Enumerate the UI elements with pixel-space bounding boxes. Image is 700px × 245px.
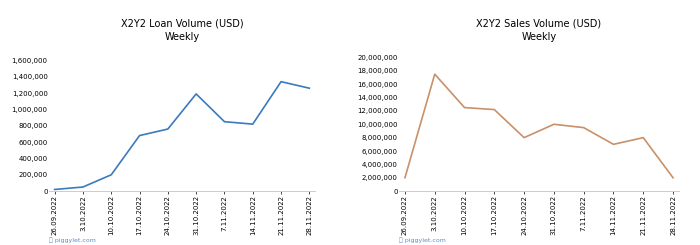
Title: X2Y2 Loan Volume (USD)
Weekly: X2Y2 Loan Volume (USD) Weekly — [120, 19, 244, 42]
Title: X2Y2 Sales Volume (USD)
Weekly: X2Y2 Sales Volume (USD) Weekly — [477, 19, 601, 42]
Text: ⓘ piggylet.com: ⓘ piggylet.com — [399, 237, 446, 243]
Text: ⓘ piggylet.com: ⓘ piggylet.com — [49, 237, 96, 243]
